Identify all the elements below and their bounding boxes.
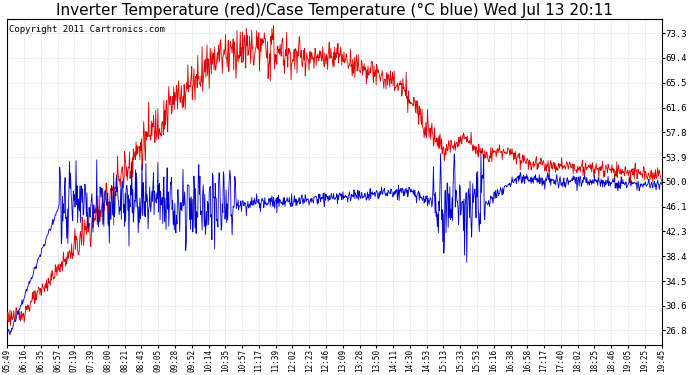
Text: Copyright 2011 Cartronics.com: Copyright 2011 Cartronics.com xyxy=(8,26,164,34)
Title: Inverter Temperature (red)/Case Temperature (°C blue) Wed Jul 13 20:11: Inverter Temperature (red)/Case Temperat… xyxy=(56,3,613,18)
